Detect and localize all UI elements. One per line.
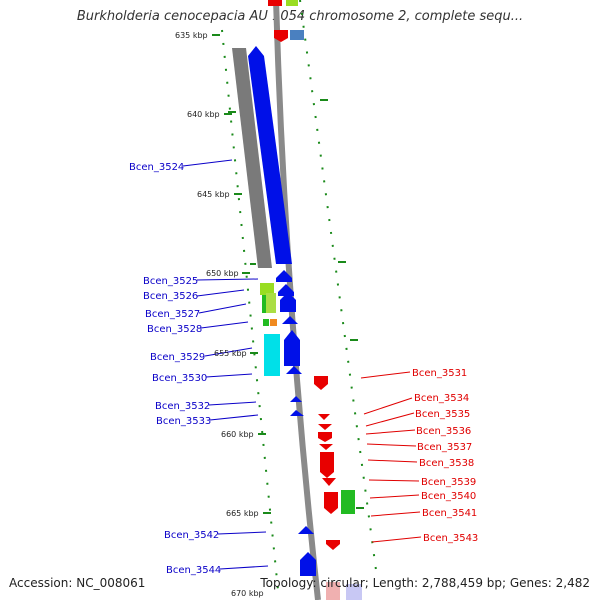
gene-label-bcen-3534[interactable]: Bcen_3534: [414, 393, 469, 404]
scale-tick-640: 640 kbp: [187, 110, 220, 119]
gene-label-bcen-3536[interactable]: Bcen_3536: [416, 426, 471, 437]
gene-bcen-3524-arrow[interactable]: [248, 46, 292, 264]
gene-bcen-3542-arrow[interactable]: [298, 526, 314, 534]
gene-bcen-3544-arrow[interactable]: [300, 552, 316, 576]
gene-label-bcen-3525[interactable]: Bcen_3525: [143, 276, 198, 287]
bottom-lavender-block[interactable]: [346, 584, 362, 600]
gene-bcen-3538-arrow[interactable]: [320, 452, 334, 478]
gene-label-bcen-3524[interactable]: Bcen_3524: [129, 162, 184, 173]
gene-bcen-3536-arrow[interactable]: [318, 432, 332, 442]
lime-gene[interactable]: [260, 283, 274, 295]
lime-gene-2[interactable]: [266, 293, 276, 313]
grey-feature: [232, 48, 272, 268]
gene-label-bcen-3537[interactable]: Bcen_3537: [417, 442, 472, 453]
gene-label-bcen-3539[interactable]: Bcen_3539: [421, 477, 476, 488]
scale-tick-660: 660 kbp: [221, 430, 254, 439]
gene-bcen-3535-arrow[interactable]: [318, 424, 332, 430]
gene-label-bcen-3544[interactable]: Bcen_3544: [166, 565, 221, 576]
top-steel-block[interactable]: [290, 30, 304, 40]
gene-bcen-3533-arrow[interactable]: [290, 410, 304, 416]
gene-label-bcen-3532[interactable]: Bcen_3532: [155, 401, 210, 412]
scale-tick-marks: [212, 34, 271, 514]
scale-tick-635: 635 kbp: [175, 31, 208, 40]
gene-bcen-3530-arrow[interactable]: [286, 366, 302, 374]
gene-bcen-3540-arrow[interactable]: [324, 492, 338, 514]
scale-tick-665: 665 kbp: [226, 509, 259, 518]
gene-label-bcen-3533[interactable]: Bcen_3533: [156, 416, 211, 427]
gene-bcen-3527-arrow[interactable]: [280, 292, 296, 312]
top-red-arrow[interactable]: [274, 30, 288, 42]
gene-bcen-3532-arrow[interactable]: [290, 396, 302, 402]
gene-bcen-3539-arrow[interactable]: [322, 478, 336, 486]
accession-label: Accession: NC_008061: [9, 576, 146, 590]
map-title: Burkholderia cenocepacia AU 1054 chromos…: [76, 9, 524, 24]
gene-label-bcen-3538[interactable]: Bcen_3538: [419, 458, 474, 469]
top-lime-block[interactable]: [286, 0, 298, 6]
bottom-pink-block[interactable]: [326, 582, 340, 600]
scale-tick-650: 650 kbp: [206, 269, 239, 278]
gene-label-bcen-3530[interactable]: Bcen_3530: [152, 373, 207, 384]
scale-tick-655: 655 kbp: [214, 349, 247, 358]
gene-label-bcen-3535[interactable]: Bcen_3535: [415, 409, 470, 420]
gene-bcen-3543-arrow[interactable]: [326, 540, 340, 550]
gene-label-bcen-3529[interactable]: Bcen_3529: [150, 352, 205, 363]
gc-content-track: [221, 0, 377, 591]
gene-bcen-3540-green[interactable]: [341, 490, 355, 514]
right-leaders: [360, 371, 422, 543]
gene-bcen-3525-arrow[interactable]: [276, 270, 292, 282]
gene-bcen-3531-arrow[interactable]: [314, 376, 328, 390]
gene-label-bcen-3526[interactable]: Bcen_3526: [143, 291, 198, 302]
gene-label-bcen-3527[interactable]: Bcen_3527: [145, 309, 200, 320]
gene-bcen-3537-arrow[interactable]: [319, 444, 333, 450]
orange-gene[interactable]: [263, 319, 269, 326]
gene-bcen-3528-arrow[interactable]: [282, 316, 298, 324]
scale-tick-670: 670 kbp: [231, 589, 264, 598]
gene-bcen-3529-block[interactable]: [264, 334, 280, 376]
gene-bcen-3529-arrow[interactable]: [284, 330, 300, 366]
scale-tick-645: 645 kbp: [197, 190, 230, 199]
topology-label: Topology: circular; Length: 2,788,459 bp…: [260, 576, 590, 590]
gene-bcen-3534-arrow[interactable]: [318, 414, 330, 420]
gene-label-bcen-3541[interactable]: Bcen_3541: [422, 508, 477, 519]
gene-label-bcen-3531[interactable]: Bcen_3531: [412, 368, 467, 379]
gc-skew-track: [228, 99, 364, 509]
left-leaders: [182, 159, 269, 570]
gene-label-bcen-3543[interactable]: Bcen_3543: [423, 533, 478, 544]
gene-bcen-3526-arrow[interactable]: [278, 284, 294, 296]
gene-label-bcen-3542[interactable]: Bcen_3542: [164, 530, 219, 541]
gene-label-bcen-3528[interactable]: Bcen_3528: [147, 324, 202, 335]
top-red-block[interactable]: [268, 0, 282, 6]
gene-label-bcen-3540[interactable]: Bcen_3540: [421, 491, 476, 502]
orange-gene-2[interactable]: [270, 319, 277, 326]
